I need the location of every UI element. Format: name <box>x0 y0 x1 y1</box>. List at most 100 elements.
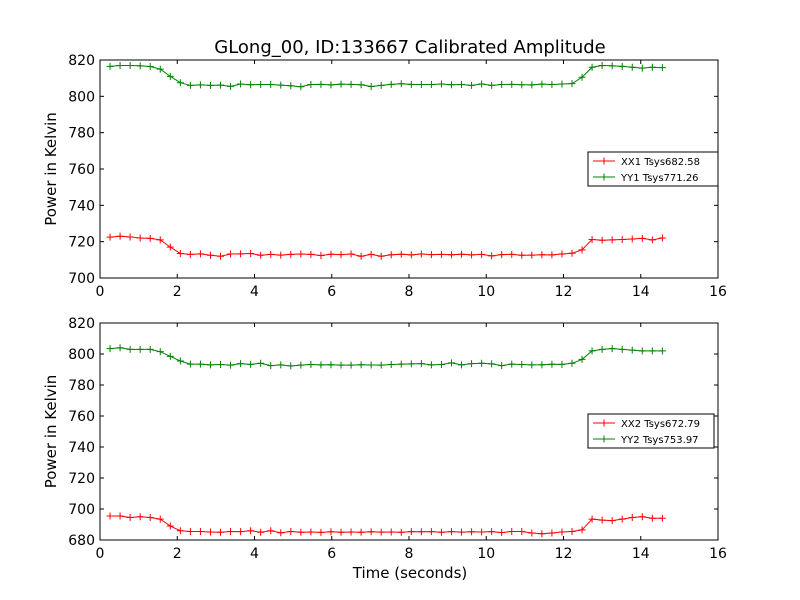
data-point <box>327 528 335 536</box>
data-point <box>437 528 445 536</box>
data-point <box>588 347 596 355</box>
data-point <box>227 82 235 90</box>
data-point <box>287 527 295 535</box>
data-point <box>387 251 395 259</box>
data-point <box>638 513 646 521</box>
y-tick-label: 780 <box>68 126 95 142</box>
data-point <box>548 360 556 368</box>
data-point <box>196 81 204 89</box>
data-point <box>397 360 405 368</box>
data-point <box>217 81 225 89</box>
data-point <box>648 347 656 355</box>
data-point <box>518 361 526 369</box>
data-point <box>518 251 526 259</box>
data-point <box>136 513 144 521</box>
data-point <box>498 529 506 537</box>
y-tick-label: 720 <box>68 235 95 251</box>
x-tick-label: 14 <box>632 284 650 300</box>
figure-title: GLong_00, ID:133667 Calibrated Amplitude <box>214 37 606 58</box>
data-point <box>417 360 425 368</box>
data-point <box>658 347 666 355</box>
data-point <box>417 250 425 258</box>
x-tick-label: 12 <box>555 546 573 562</box>
data-point <box>307 528 315 536</box>
data-point <box>658 234 666 242</box>
data-point <box>488 528 496 536</box>
data-point <box>267 362 275 370</box>
data-point <box>387 528 395 536</box>
data-point <box>568 80 576 88</box>
x-tick-label: 6 <box>327 546 336 562</box>
data-point <box>427 251 435 259</box>
data-point <box>257 81 265 89</box>
x-tick-label: 2 <box>173 284 182 300</box>
data-point <box>548 251 556 259</box>
data-point <box>478 250 486 258</box>
data-point <box>106 233 114 241</box>
data-point <box>217 361 225 369</box>
data-point <box>126 233 134 241</box>
data-point <box>468 360 476 368</box>
data-point <box>136 345 144 353</box>
data-point <box>598 236 606 244</box>
data-point <box>608 517 616 525</box>
data-point <box>387 361 395 369</box>
data-point <box>498 81 506 89</box>
data-point <box>498 251 506 259</box>
data-point <box>578 355 586 363</box>
data-point <box>468 251 476 259</box>
data-point <box>628 235 636 243</box>
data-point <box>116 512 124 520</box>
data-point <box>357 252 365 260</box>
data-point <box>598 516 606 524</box>
data-point <box>106 512 114 520</box>
data-point <box>397 250 405 258</box>
data-point <box>447 528 455 536</box>
data-point <box>297 83 305 91</box>
data-point <box>488 360 496 368</box>
data-point <box>126 345 134 353</box>
data-point <box>317 251 325 259</box>
legend-marker <box>600 419 608 427</box>
data-point <box>558 80 566 88</box>
data-point <box>618 62 626 70</box>
y-tick-label: 760 <box>68 409 95 425</box>
data-point <box>287 82 295 90</box>
data-point <box>658 64 666 72</box>
data-point <box>437 250 445 258</box>
data-point <box>277 361 285 369</box>
data-point <box>287 362 295 370</box>
data-point <box>247 360 255 368</box>
data-point <box>227 250 235 258</box>
legend-label: YY1 Tsys771.26 <box>620 173 699 184</box>
data-point <box>568 527 576 535</box>
data-point <box>447 359 455 367</box>
data-point <box>166 352 174 360</box>
y-tick-label: 680 <box>68 533 95 549</box>
data-point <box>458 250 466 258</box>
y-axis-label: Power in Kelvin <box>42 375 60 489</box>
data-point <box>247 81 255 89</box>
data-point <box>156 236 164 244</box>
x-tick-label: 10 <box>477 284 495 300</box>
data-point <box>588 235 596 243</box>
data-point <box>518 81 526 89</box>
data-point <box>568 359 576 367</box>
data-point <box>608 236 616 244</box>
data-point <box>237 360 245 368</box>
data-point <box>377 81 385 89</box>
data-point <box>196 527 204 535</box>
data-point <box>528 529 536 537</box>
data-point <box>578 73 586 81</box>
x-tick-label: 6 <box>327 284 336 300</box>
x-tick-label: 16 <box>709 284 727 300</box>
data-point <box>407 80 415 88</box>
data-point <box>427 81 435 89</box>
data-point <box>508 360 516 368</box>
data-point <box>468 81 476 89</box>
x-tick-label: 16 <box>709 546 727 562</box>
data-point <box>357 528 365 536</box>
data-point <box>206 251 214 259</box>
data-point <box>447 251 455 259</box>
data-point <box>237 528 245 536</box>
